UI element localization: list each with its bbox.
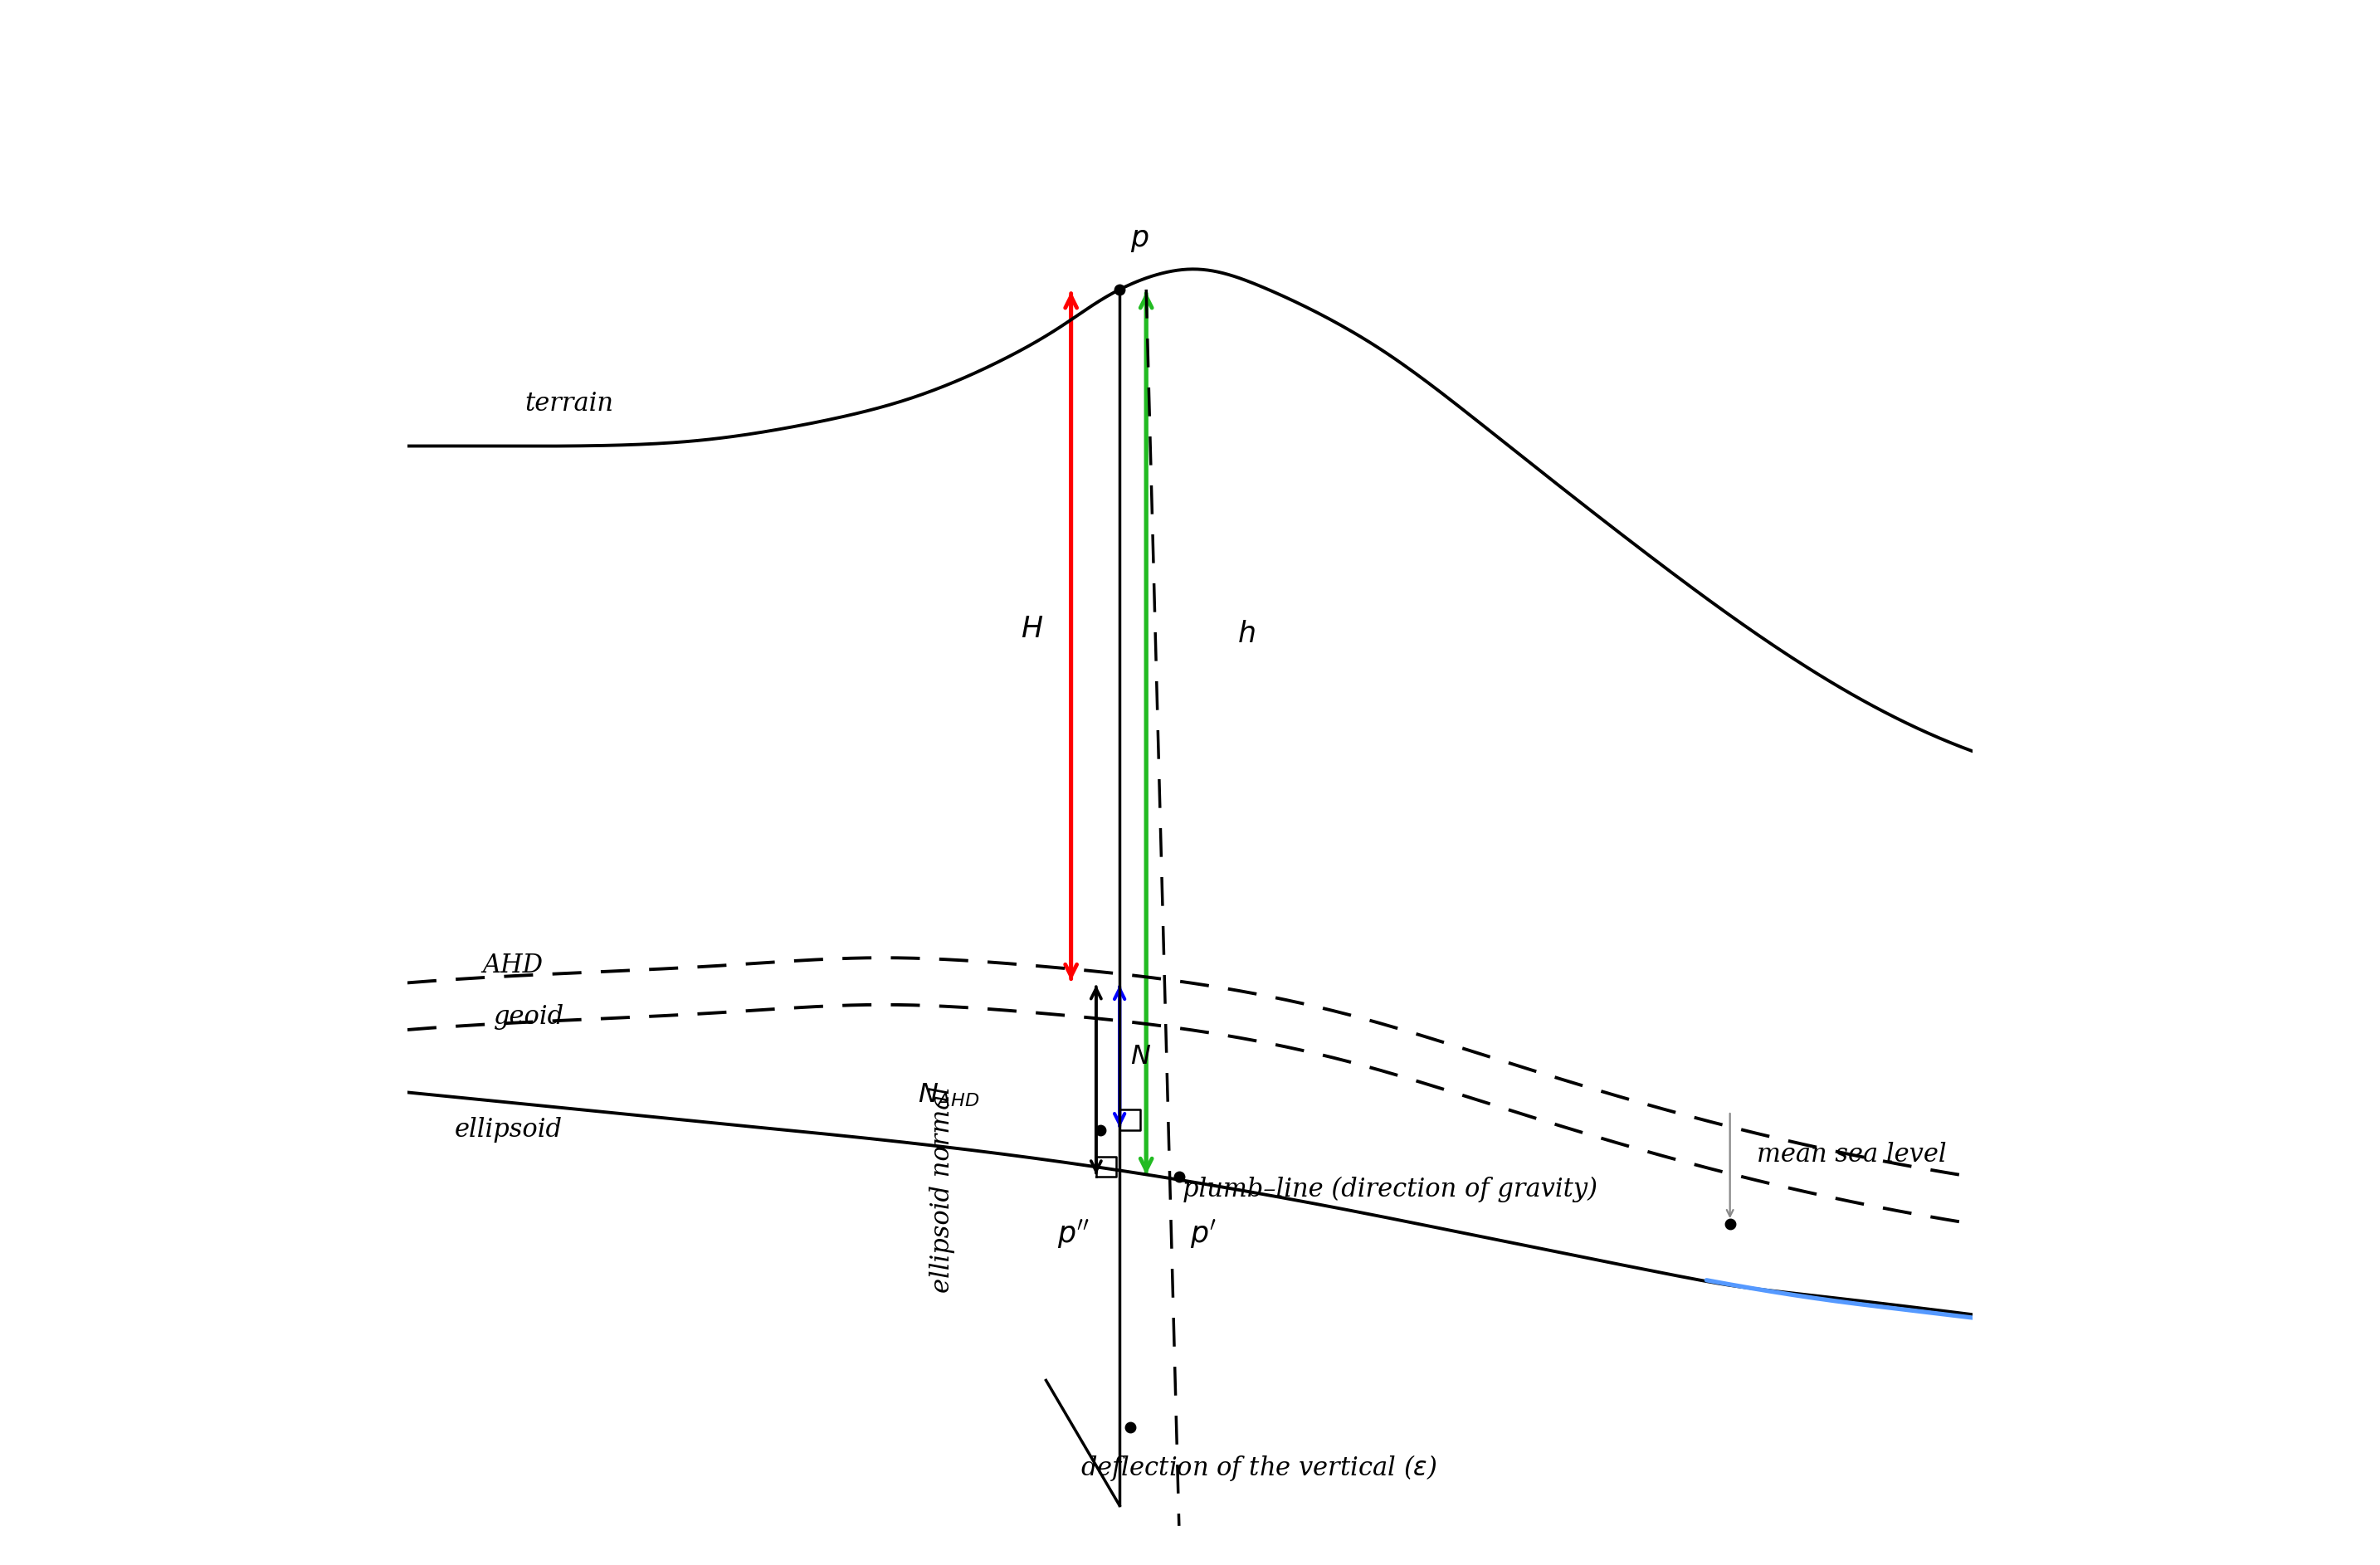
Text: $p$: $p$	[1130, 225, 1150, 254]
Text: $N$: $N$	[1130, 1044, 1152, 1069]
Text: ellipsoid: ellipsoid	[455, 1117, 562, 1142]
Text: $h$: $h$	[1238, 620, 1254, 648]
Text: $p'$: $p'$	[1190, 1218, 1216, 1250]
Text: terrain: terrain	[526, 391, 614, 416]
Text: mean sea level: mean sea level	[1756, 1142, 1947, 1167]
Text: geoid: geoid	[493, 1005, 564, 1030]
Text: ellipsoid normal: ellipsoid normal	[931, 1086, 954, 1293]
Text: AHD: AHD	[483, 953, 543, 978]
Text: $H$: $H$	[1021, 615, 1042, 643]
Text: plumb–line (direction of gravity): plumb–line (direction of gravity)	[1183, 1177, 1597, 1202]
Text: $N_{AHD}$: $N_{AHD}$	[919, 1081, 978, 1110]
Text: $p''$: $p''$	[1057, 1218, 1090, 1250]
Text: deflection of the vertical ($\epsilon$): deflection of the vertical ($\epsilon$)	[1081, 1452, 1438, 1484]
